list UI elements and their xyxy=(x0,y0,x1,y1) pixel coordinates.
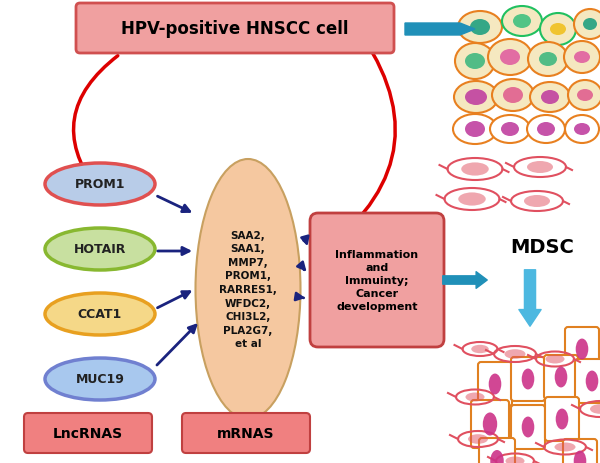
Ellipse shape xyxy=(468,434,488,444)
Ellipse shape xyxy=(513,15,531,29)
Ellipse shape xyxy=(530,83,570,113)
Ellipse shape xyxy=(505,350,526,359)
FancyBboxPatch shape xyxy=(544,355,578,399)
Ellipse shape xyxy=(458,12,502,44)
Ellipse shape xyxy=(471,345,489,353)
Ellipse shape xyxy=(454,82,498,114)
Ellipse shape xyxy=(528,43,568,77)
Ellipse shape xyxy=(453,115,497,144)
Ellipse shape xyxy=(503,88,523,104)
FancyBboxPatch shape xyxy=(511,405,545,449)
Text: Inflammation
and
Immuinty;
Cancer
development: Inflammation and Immuinty; Cancer develo… xyxy=(335,249,419,312)
Ellipse shape xyxy=(490,450,504,463)
Ellipse shape xyxy=(45,294,155,335)
Ellipse shape xyxy=(577,90,593,102)
FancyBboxPatch shape xyxy=(511,357,545,401)
Ellipse shape xyxy=(483,413,497,436)
Ellipse shape xyxy=(574,450,586,463)
FancyBboxPatch shape xyxy=(563,439,597,463)
Text: MDSC: MDSC xyxy=(510,238,574,257)
Ellipse shape xyxy=(455,44,495,80)
Ellipse shape xyxy=(505,457,524,463)
Ellipse shape xyxy=(527,116,565,144)
Ellipse shape xyxy=(522,417,534,438)
Ellipse shape xyxy=(501,123,519,137)
Ellipse shape xyxy=(568,81,600,111)
Ellipse shape xyxy=(586,371,598,392)
Ellipse shape xyxy=(488,40,532,76)
Ellipse shape xyxy=(537,123,555,137)
FancyArrowPatch shape xyxy=(443,272,487,289)
Ellipse shape xyxy=(574,10,600,40)
Polygon shape xyxy=(405,24,475,36)
Ellipse shape xyxy=(545,355,565,364)
FancyBboxPatch shape xyxy=(471,400,509,448)
Ellipse shape xyxy=(574,124,590,136)
Ellipse shape xyxy=(522,369,534,389)
Ellipse shape xyxy=(565,116,599,144)
Ellipse shape xyxy=(196,160,301,419)
Ellipse shape xyxy=(583,19,597,31)
Ellipse shape xyxy=(492,80,534,112)
Text: PROM1: PROM1 xyxy=(75,178,125,191)
Ellipse shape xyxy=(465,90,487,106)
Ellipse shape xyxy=(574,52,590,64)
Ellipse shape xyxy=(45,163,155,206)
Ellipse shape xyxy=(554,443,575,451)
Ellipse shape xyxy=(527,162,553,174)
Text: HPV-positive HNSCC cell: HPV-positive HNSCC cell xyxy=(121,20,349,38)
Ellipse shape xyxy=(556,409,568,430)
Text: MUC19: MUC19 xyxy=(76,373,124,386)
FancyBboxPatch shape xyxy=(545,397,579,441)
Ellipse shape xyxy=(488,374,502,394)
Ellipse shape xyxy=(466,393,485,401)
FancyBboxPatch shape xyxy=(24,413,152,453)
Ellipse shape xyxy=(45,229,155,270)
Ellipse shape xyxy=(500,50,520,66)
FancyBboxPatch shape xyxy=(478,362,512,406)
Ellipse shape xyxy=(541,91,559,105)
Text: SAA2,
SAA1,
MMP7,
PROM1,
RARRES1,
WFDC2,
CHI3L2,
PLA2G7,
et al: SAA2, SAA1, MMP7, PROM1, RARRES1, WFDC2,… xyxy=(219,230,277,349)
FancyBboxPatch shape xyxy=(76,4,394,54)
Ellipse shape xyxy=(490,116,530,144)
FancyArrowPatch shape xyxy=(74,56,118,189)
Ellipse shape xyxy=(465,122,485,138)
FancyArrowPatch shape xyxy=(325,22,395,250)
Text: CCAT1: CCAT1 xyxy=(78,308,122,321)
Ellipse shape xyxy=(564,42,600,74)
Ellipse shape xyxy=(540,14,576,46)
FancyBboxPatch shape xyxy=(310,213,444,347)
Ellipse shape xyxy=(539,53,557,67)
Ellipse shape xyxy=(590,404,600,414)
Ellipse shape xyxy=(502,7,542,37)
FancyBboxPatch shape xyxy=(479,438,515,463)
Ellipse shape xyxy=(524,195,550,207)
Ellipse shape xyxy=(465,54,485,70)
FancyBboxPatch shape xyxy=(575,359,600,403)
Ellipse shape xyxy=(470,20,490,36)
Text: LncRNAS: LncRNAS xyxy=(53,426,123,440)
Ellipse shape xyxy=(555,367,568,388)
Ellipse shape xyxy=(458,193,486,206)
Ellipse shape xyxy=(550,24,566,36)
FancyArrowPatch shape xyxy=(519,270,541,326)
Ellipse shape xyxy=(45,358,155,400)
Ellipse shape xyxy=(576,339,588,360)
FancyBboxPatch shape xyxy=(182,413,310,453)
FancyBboxPatch shape xyxy=(565,327,599,371)
Text: mRNAS: mRNAS xyxy=(217,426,275,440)
Ellipse shape xyxy=(461,163,489,176)
Text: HOTAIR: HOTAIR xyxy=(74,243,126,256)
